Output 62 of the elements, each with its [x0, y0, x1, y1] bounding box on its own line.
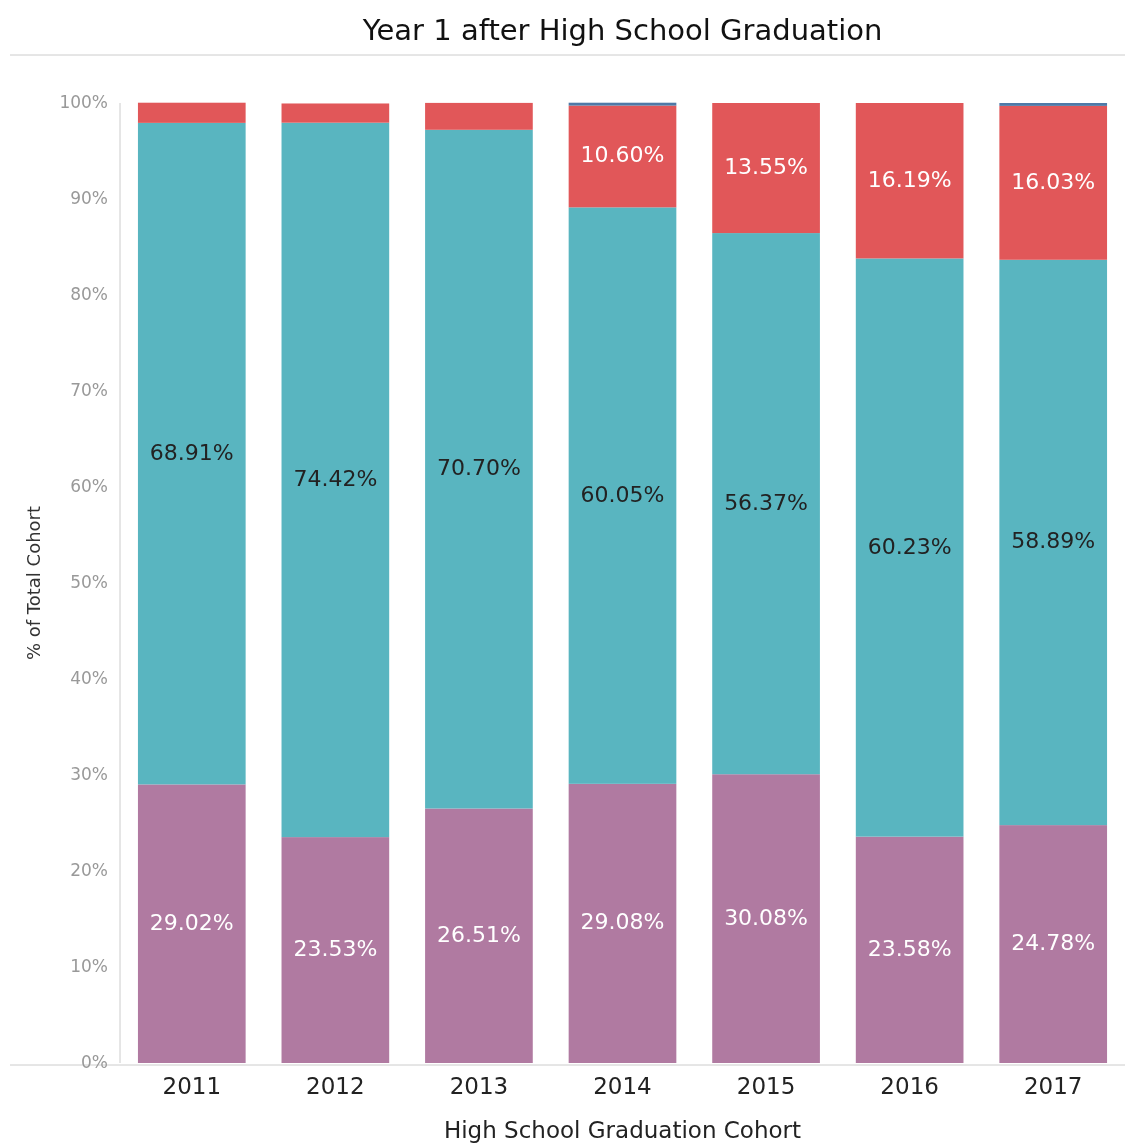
x-tick-label: 2016 — [880, 1072, 939, 1099]
bar — [999, 825, 1108, 1063]
bar — [425, 808, 533, 1063]
bar — [712, 233, 820, 775]
bar — [999, 259, 1108, 826]
bar — [855, 836, 964, 1063]
y-tick-label: 90% — [70, 188, 108, 208]
y-tick-label: 80% — [70, 284, 108, 304]
bar — [712, 103, 820, 234]
x-tick-label: 2012 — [306, 1072, 365, 1099]
data-label: 68.91% — [149, 439, 234, 465]
data-label: 70.70% — [436, 455, 521, 481]
chart-title: Year 1 after High School Graduation — [361, 13, 883, 47]
y-tick-label: 100% — [59, 92, 108, 112]
x-tick-label: 2017 — [1023, 1072, 1083, 1099]
y-tick-label: 70% — [70, 380, 108, 400]
y-tick-label: 20% — [70, 860, 108, 880]
bar — [281, 122, 390, 838]
x-tick-label: 2014 — [593, 1072, 652, 1099]
data-label: 74.42% — [293, 465, 378, 491]
data-label: 60.23% — [867, 533, 952, 559]
data-label: 58.89% — [1011, 528, 1096, 554]
bar — [281, 837, 390, 1063]
y-tick-label: 10% — [70, 956, 108, 976]
bar — [137, 102, 246, 123]
data-label: 13.55% — [724, 154, 809, 180]
data-label: 24.78% — [1011, 930, 1096, 956]
y-tick-label: 50% — [70, 572, 108, 592]
data-label: 30.08% — [724, 904, 809, 930]
x-axis-title: High School Graduation Cohort — [443, 1116, 802, 1143]
bar — [568, 207, 677, 784]
data-label: 56.37% — [724, 489, 809, 515]
bar — [999, 103, 1108, 106]
data-label: 60.05% — [580, 481, 665, 507]
bar — [999, 105, 1108, 260]
bar — [855, 103, 964, 259]
bar — [855, 258, 964, 837]
y-tick-label: 30% — [70, 764, 108, 784]
bar — [137, 784, 246, 1063]
bar — [137, 122, 246, 785]
x-tick-label: 2013 — [449, 1072, 509, 1099]
bar — [281, 103, 390, 123]
bar — [712, 774, 820, 1063]
data-label: 10.60% — [580, 142, 665, 168]
data-label: 16.03% — [1011, 168, 1096, 194]
bar — [568, 105, 677, 208]
bar — [425, 129, 533, 809]
data-label: 29.08% — [580, 909, 665, 935]
data-label: 29.02% — [149, 909, 234, 935]
bar — [568, 102, 677, 106]
y-axis-title: % of Total Cohort — [23, 505, 44, 661]
y-tick-label: 0% — [81, 1052, 108, 1072]
x-tick-label: 2011 — [162, 1072, 222, 1099]
y-tick-label: 60% — [70, 476, 108, 496]
x-tick-label: 2015 — [736, 1072, 796, 1099]
data-label: 23.58% — [867, 935, 952, 961]
y-tick-label: 40% — [70, 668, 108, 688]
data-label: 16.19% — [867, 166, 952, 192]
data-label: 23.53% — [293, 936, 378, 962]
data-label: 26.51% — [436, 921, 521, 947]
bar — [568, 783, 677, 1063]
bar — [425, 102, 533, 130]
